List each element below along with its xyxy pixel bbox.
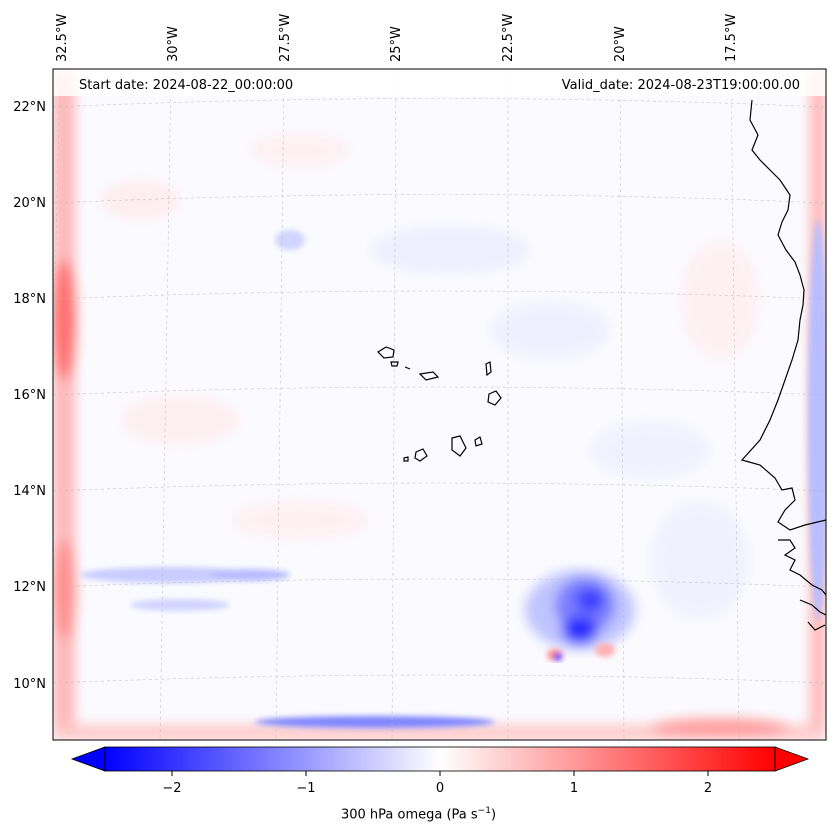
colorbar-label-close: ): [490, 807, 497, 823]
colorbar-tick: 0: [436, 781, 444, 796]
colorbar-tick: −2: [162, 781, 181, 796]
coastlines: [377, 99, 826, 631]
valid-date-label: Valid_date: 2024-08-23T19:00:00.00: [561, 78, 800, 93]
lat-label: 20°N: [13, 196, 46, 211]
start-date-label: Start date: 2024-08-22_00:00:00: [79, 78, 294, 93]
colorbar-extend-max: [774, 746, 810, 772]
map-frame: [52, 68, 827, 741]
colorbar-tick: −1: [296, 781, 315, 796]
ascent-streaks: [80, 220, 826, 728]
convective-descent-spots: [547, 643, 615, 661]
lon-label: 32.5°W: [55, 14, 70, 62]
colorbar-extend-min: [70, 746, 106, 772]
colorbar-tick: 2: [704, 781, 712, 796]
colorbar-tick: 1: [570, 781, 578, 796]
africa-coastline: [740, 99, 826, 631]
colorbar-label-exponent: −1: [477, 806, 491, 816]
latitude-labels: 22°N 20°N 18°N 16°N 14°N 12°N 10°N: [13, 100, 46, 692]
colorbar-label: 300 hPa omega (Pa s−1): [0, 806, 837, 822]
longitude-labels: 32.5°W 30°W 27.5°W 25°W 22.5°W 20°W 17.5…: [55, 14, 739, 62]
lat-label: 22°N: [13, 100, 46, 115]
lat-label: 14°N: [13, 484, 46, 499]
weak-motion-patches: [100, 132, 760, 620]
lon-label: 17.5°W: [724, 14, 739, 62]
lat-label: 12°N: [13, 580, 46, 595]
omega-field: [53, 69, 826, 740]
gridlines: [53, 69, 826, 740]
map-panel: [53, 69, 826, 740]
convective-ascent-region: [525, 570, 635, 650]
lat-label: 16°N: [13, 388, 46, 403]
colorbar-label-text: 300 hPa omega (Pa s: [340, 807, 478, 823]
lon-label: 30°W: [166, 26, 181, 62]
lon-label: 25°W: [389, 26, 404, 62]
lon-label: 20°W: [613, 26, 628, 62]
lon-label: 22.5°W: [501, 14, 516, 62]
cape-verde-islands: [377, 346, 502, 462]
colorbar-bar: [104, 746, 776, 772]
colorbar: −2 −1 0 1 2: [70, 746, 810, 796]
lat-label: 18°N: [13, 292, 46, 307]
lat-label: 10°N: [13, 677, 46, 692]
header-band: [53, 69, 826, 96]
lon-label: 27.5°W: [278, 14, 293, 62]
